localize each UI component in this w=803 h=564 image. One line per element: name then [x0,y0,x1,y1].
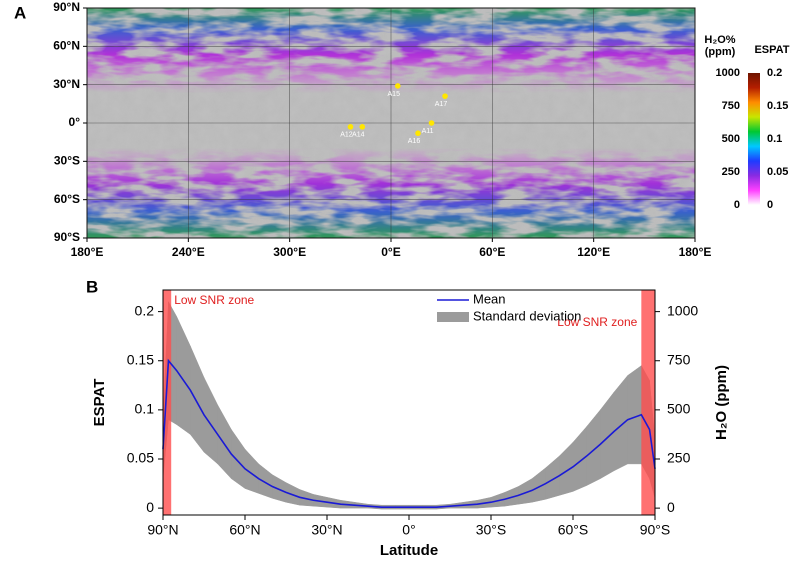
x-tick-label: 30°N [311,522,342,538]
colorbar [748,73,760,205]
zone-label: Low SNR zone [174,293,254,307]
y-tick-label: 60°S [54,192,80,206]
low-snr-zone [163,290,172,515]
site-label: A14 [352,132,365,139]
site-label: A17 [435,101,448,108]
std-band [600,391,615,480]
panel-label: B [86,277,98,296]
x-tick-label: 60°E [479,245,505,259]
std-band [613,374,628,472]
y-tick-label: 0.1 [135,401,155,417]
y2-tick-label: 0 [667,499,675,515]
y-tick-label: 0 [146,499,154,515]
y-tick-label: 0.2 [135,302,155,318]
x-tick-label: 180°E [679,245,712,259]
x-tick-label: 60°S [558,522,589,538]
y-tick-label: 0.05 [127,450,154,466]
std-band [203,377,218,465]
std-band [272,474,287,503]
y-tick-label: 60°N [53,39,80,53]
y-tick-label: 30°N [53,77,80,91]
std-band [586,409,601,486]
x-tick-label: 90°S [640,522,671,538]
std-band [231,428,246,489]
x-tick-label: 0°E [381,245,400,259]
std-band [258,463,273,499]
std-band [190,345,205,453]
mean-line [162,358,656,508]
x-tick-label: 180°E [71,245,104,259]
x-tick-label: 0° [402,522,415,538]
site-label: A11 [422,128,434,135]
y-tick-label: 0.15 [127,351,154,367]
legend-swatch [437,312,469,322]
colorbar-tick-label: 0 [734,199,740,211]
colorbar-tick-label: 250 [722,166,740,178]
panel-label: A [14,3,26,22]
site-marker [428,120,435,126]
x-tick-label: 90°N [147,522,178,538]
colorbar-tick-label: 0.1 [767,133,782,145]
x-tick-label: 30°S [476,522,507,538]
colorbar-tick-label: 750 [722,100,740,112]
y2-tick-label: 750 [667,351,691,367]
site-marker [442,93,448,99]
colorbar-title: H₂O% [704,34,735,46]
std-band [176,316,191,435]
low-snr-zone [641,290,655,515]
site-marker [359,124,366,130]
y-tick-label: 90°N [53,0,80,14]
std-band [572,425,587,492]
x-tick-label: 120°E [577,245,610,259]
y2-tick-label: 250 [667,450,691,466]
colorbar-title: ESPAT [754,44,789,56]
site-marker [394,83,401,89]
colorbar-tick-label: 1000 [716,67,740,79]
colorbar-tick-label: 0.2 [767,67,782,79]
x-tick-label: 300°E [273,245,306,259]
x-axis-title: Latitude [380,542,438,559]
y-tick-label: 0° [69,115,81,129]
legend-label: Standard deviation [473,308,581,323]
colorbar-tick-label: 500 [722,133,740,145]
plot-area [162,290,656,515]
site-label: A16 [408,138,421,145]
site-marker [347,124,354,130]
legend-label: Mean [473,291,506,306]
zone-label: Low SNR zone [557,315,637,329]
y2-tick-label: 1000 [667,302,698,318]
y2-tick-label: 500 [667,401,691,417]
colorbar-title: (ppm) [705,46,736,58]
site-label: A15 [388,91,401,98]
site-marker [415,130,421,137]
y-tick-label: 30°S [54,154,80,168]
colorbar-tick-label: 0 [767,199,773,211]
x-tick-label: 60°N [229,522,260,538]
colorbar-tick-label: 0.05 [767,166,788,178]
y-axis-title: ESPAT [91,379,108,427]
colorbar-tick-label: 0.15 [767,100,788,112]
y-tick-label: 90°S [54,230,80,244]
y2-axis-title: H₂O (ppm) [713,365,730,440]
x-tick-label: 240°E [172,245,205,259]
std-band [217,403,232,480]
site-label: A12 [340,132,353,139]
